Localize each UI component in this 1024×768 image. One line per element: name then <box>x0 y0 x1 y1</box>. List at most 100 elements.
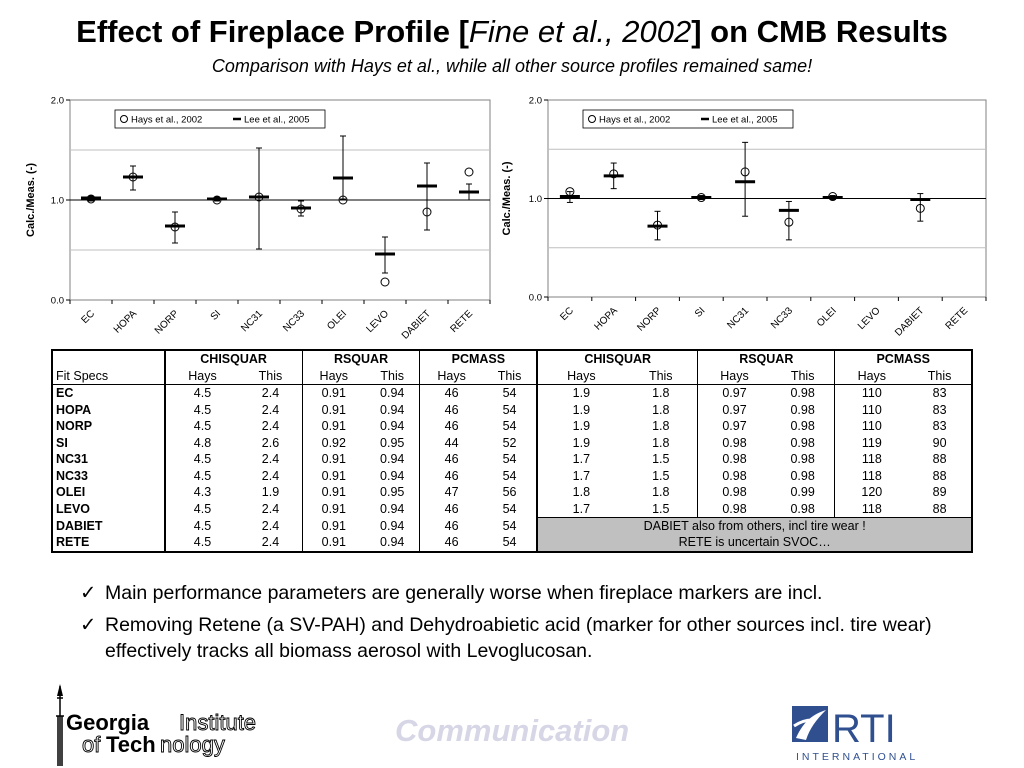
table-cell: 1.8 <box>652 386 670 401</box>
table-cell: 1.8 <box>536 484 625 501</box>
legend-box <box>114 109 326 129</box>
table-cell: 54 <box>502 419 517 434</box>
table-cell: 90 <box>932 435 947 450</box>
table-note-line: RETE is uncertain SVOC… <box>678 535 831 550</box>
hays-circle-point <box>565 187 575 197</box>
table-cell: 1.9 <box>536 384 625 402</box>
table-cell: 0.94 <box>380 386 405 401</box>
table-cell: 110 <box>834 401 909 418</box>
table-cell: 1.7 <box>536 467 625 484</box>
logo-tech-text: Tech <box>106 732 156 757</box>
table-cell: 1.5 <box>652 501 670 516</box>
table-cell: 0.98 <box>790 402 815 417</box>
table-cell: 89 <box>932 485 947 500</box>
hays-circle-point <box>653 220 662 230</box>
rti-name: RTI <box>832 707 896 751</box>
x-tick-label: EC <box>558 305 576 323</box>
logo-nology-text: nology <box>160 732 225 757</box>
table-cell: 119 <box>834 434 909 451</box>
table-row: DABIET 4.5 2.4 0.91 0.94 46 54 DABIET also from… <box>52 517 972 552</box>
table-cell: 54 <box>502 502 517 516</box>
table-cell: 1.7 <box>536 500 625 518</box>
x-tick-label: NC31 <box>239 308 265 334</box>
table-cell: 0.97 <box>697 418 771 435</box>
georgia-tech-logo: Georgia Institute of Tech nology <box>56 684 256 766</box>
sub-header: This <box>770 367 835 385</box>
table-cell: 4.5 <box>163 500 240 518</box>
row-label: LEVO <box>56 502 91 516</box>
group-header: CHISQUAR <box>536 350 698 368</box>
table-cell: 47 <box>419 484 483 501</box>
table-cell: 1.7 <box>536 451 625 468</box>
table-cell: 118 <box>834 467 909 484</box>
title-pre: Effect of Fireplace Profile [ <box>76 14 469 49</box>
bullet-text: Removing Retene (a SV-PAH) and Dehydroab… <box>105 614 932 662</box>
table-cell: 1.9 <box>536 401 625 418</box>
table-cell: 4.5 <box>163 534 240 552</box>
rti-subtitle: INTERNATIONAL <box>796 751 918 763</box>
table-cell: 83 <box>932 402 947 417</box>
table-cell: 83 <box>932 386 947 401</box>
table-cell: 46 <box>419 401 483 418</box>
legend-box <box>582 109 794 129</box>
table-cell: 118 <box>834 500 909 518</box>
table-cell: 1.9 <box>536 418 625 435</box>
y-axis-label: Calc./Meas. (-) <box>25 163 37 237</box>
table-cell: 4.5 <box>163 418 240 435</box>
sub-header: Hays <box>419 367 483 385</box>
x-tick-label: DABIET <box>400 308 433 341</box>
table-cell: 0.91 <box>301 467 365 484</box>
hays-circle-point <box>380 277 390 287</box>
table-cell: 0.95 <box>380 485 405 500</box>
table-cell: 54 <box>502 386 517 401</box>
table-cell: 0.98 <box>790 419 815 434</box>
table-row: RETE 4.5 2.4 0.91 0.94 46 54 <box>52 534 972 552</box>
x-tick-label: RETE <box>944 305 971 332</box>
table-cell: 0.92 <box>301 434 365 451</box>
table-cell: 4.8 <box>163 434 240 451</box>
table-cell: 0.98 <box>697 484 771 501</box>
table-cell: 0.94 <box>380 452 405 467</box>
group-header: PCMASS <box>834 350 972 368</box>
hays-circle-point <box>212 195 222 205</box>
hays-circle-point <box>170 222 180 232</box>
hays-circle-point <box>740 167 750 177</box>
table-cell: 0.98 <box>790 468 815 483</box>
legend-label: Lee et al., 2005 <box>244 115 310 126</box>
x-tick-label: NORP <box>153 308 181 336</box>
row-label: NC31 <box>56 452 88 467</box>
table-cell: 0.98 <box>790 386 815 401</box>
table-cell: 2.4 <box>261 502 280 516</box>
table-cell: 4.3 <box>163 484 240 501</box>
x-tick-label: LEVO <box>364 308 391 335</box>
y-tick-label: 1.0 <box>51 196 64 207</box>
table-row: HOPA 4.5 2.4 0.91 0.94 46 54 1.9 1.8 0.97 0.98 110 8… <box>52 401 972 418</box>
fit-specs-label: Fit Specs <box>52 367 165 385</box>
table-cell: 110 <box>834 418 909 435</box>
table-cell: 46 <box>419 500 483 518</box>
table-cell: 0.94 <box>380 402 405 417</box>
group-header: RSQUAR <box>697 350 835 368</box>
conclusion-bullets: ✓ Main performance parameters are general… <box>80 580 980 670</box>
left-ratio-chart: 0.0 1.0 2.0 Calc./Meas. (-) EC HOPA NORP SI NC31… <box>25 96 491 342</box>
x-tick-label: HOPA <box>593 305 621 333</box>
table-cell: 0.94 <box>380 518 405 533</box>
table-cell: 1.8 <box>652 419 670 434</box>
table-cell: 2.4 <box>261 518 280 533</box>
row-label: NC33 <box>56 468 88 483</box>
row-label: EC <box>56 386 74 401</box>
table-cell: 46 <box>419 517 483 534</box>
table-cell: 54 <box>502 452 517 467</box>
hays-circle-point <box>128 172 138 182</box>
table-cell: 0.98 <box>697 434 771 451</box>
hays-circle-point <box>915 203 925 213</box>
x-tick-label: SI <box>209 308 223 322</box>
table-cell: 4.5 <box>163 451 240 468</box>
checkmark-icon: ✓ <box>80 614 97 636</box>
hays-circle-point <box>338 195 348 205</box>
table-cell: 0.98 <box>790 501 815 516</box>
x-tick-label: DABIET <box>893 305 926 338</box>
table-cell: 46 <box>419 534 483 552</box>
table-note: DABIET also from others, incl tire wear … <box>536 517 972 552</box>
right-ratio-chart: 0.0 1.0 2.0 Calc./Meas. (-) EC HOPA NORP SI NC31… <box>501 96 987 339</box>
